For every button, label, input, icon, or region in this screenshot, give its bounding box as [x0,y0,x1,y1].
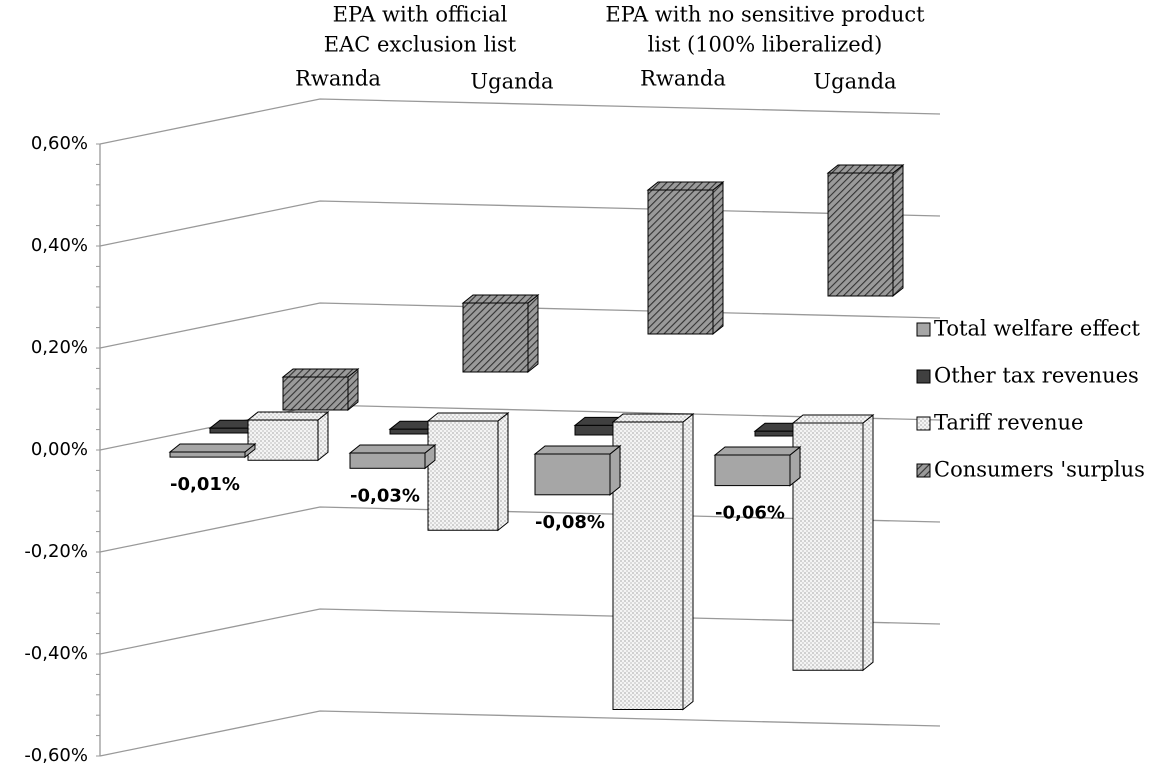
bar-top [713,446,802,456]
bar [714,454,791,487]
y-tick-label: -0,20% [24,541,88,562]
y-tick-label: -0,40% [24,643,88,664]
bar-top [611,413,695,423]
bar-top [246,411,330,421]
bar [792,422,864,671]
bar-top [461,294,540,304]
grid-line [99,200,941,247]
legend-swatch [916,463,931,478]
legend-label: Tariff revenue [934,411,1083,435]
group-label: EAC exclusion list [324,33,517,57]
bar [282,376,349,411]
bar [169,451,246,458]
grid-line [99,302,941,349]
bar-top [168,443,257,453]
bar [827,172,894,297]
grid-line [99,608,941,655]
bar-top [826,164,905,174]
grid-line [99,98,941,145]
data-label: -0,03% [350,485,420,506]
legend-label: Total welfare effect [934,317,1140,341]
legend-swatch [916,369,931,384]
legend-label: Consumers 'surplus [934,458,1145,482]
y-tick-label: 0,00% [31,439,88,460]
bar [647,189,714,335]
bar-side [527,293,539,374]
legend-swatch [916,416,931,431]
bar [349,452,426,469]
grid-line [99,506,941,553]
data-label: -0,06% [715,503,785,524]
grid-line [99,710,941,757]
y-tick-label: -0,60% [24,745,88,766]
data-label: -0,01% [170,474,240,495]
legend-label: Other tax revenues [934,364,1139,388]
bar-top [426,412,510,422]
y-tick-label: 0,20% [31,337,88,358]
bar-top [281,368,360,378]
bar [427,420,499,531]
legend-swatch [916,322,931,337]
bar-top [533,445,622,455]
bar-side [712,180,724,336]
category-label: Uganda [813,70,896,94]
category-label: Rwanda [295,67,381,91]
y-tick-label: 0,60% [31,133,88,154]
bar-side [682,412,694,711]
bar-side [862,413,874,672]
category-label: Uganda [470,70,553,94]
bar-top [348,444,437,454]
group-label: EPA with official [333,3,508,27]
bar-side [892,163,904,298]
bar-side [497,411,509,532]
group-label: list (100% liberalized) [648,33,883,57]
group-label: EPA with no sensitive product [605,3,925,27]
data-label: -0,08% [535,512,605,533]
bar [534,453,611,496]
bar [612,421,684,710]
bar-top [646,181,725,191]
y-tick-label: 0,40% [31,235,88,256]
bar [462,302,529,373]
bar-top [791,414,875,424]
bar [247,419,319,461]
category-label: Rwanda [640,67,726,91]
